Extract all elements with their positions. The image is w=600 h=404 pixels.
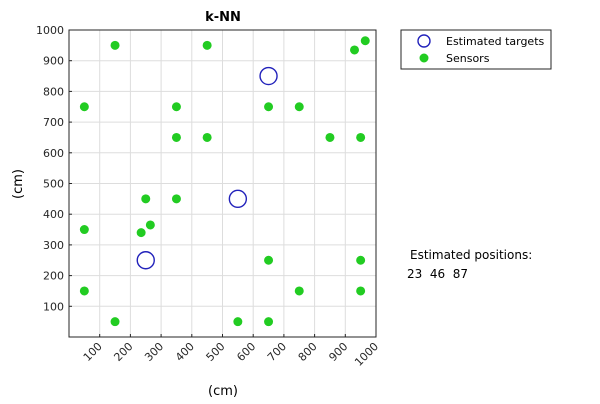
sensor-point — [145, 220, 155, 230]
sensor-point — [350, 45, 360, 55]
y-tick-label: 500 — [43, 178, 64, 191]
sensor-point — [171, 132, 181, 142]
grid-lines — [69, 29, 377, 337]
sensor-point — [264, 102, 274, 112]
legend-box — [400, 29, 552, 70]
legend-entry-sensors: Sensors — [446, 52, 490, 65]
y-tick-label: 300 — [43, 239, 64, 252]
sensor-point — [325, 132, 335, 142]
legend-entry-targets: Estimated targets — [446, 35, 545, 48]
x-tick-label: 1000 — [352, 340, 381, 369]
axis-ticks: 100 200 300 400 500 600 700 800 900 1000100200300… — [36, 24, 381, 369]
target-point — [136, 251, 155, 270]
estimated-positions-values: 23 46 87 — [407, 267, 468, 281]
sensor-point — [264, 255, 274, 265]
sensor-point — [141, 194, 151, 204]
sensor-point — [356, 255, 366, 265]
x-tick-label: 400 — [173, 340, 197, 364]
y-tick-label: 800 — [43, 85, 64, 98]
x-tick-label: 500 — [204, 340, 228, 364]
sensor-point — [356, 286, 366, 296]
sensor-point — [202, 40, 212, 50]
x-tick-label: 200 — [111, 340, 135, 364]
legend-sensor-marker-icon — [419, 53, 429, 63]
sensor-point — [294, 102, 304, 112]
chart-title: k-NN — [205, 10, 241, 25]
x-tick-label: 600 — [234, 340, 258, 364]
sensor-point — [110, 40, 120, 50]
legend: Estimated targets Sensors — [400, 29, 552, 70]
legend-target-marker-icon — [417, 34, 431, 48]
sensor-point — [79, 225, 89, 235]
x-tick-label: 700 — [265, 340, 289, 364]
x-tick-label: 300 — [142, 340, 166, 364]
x-tick-label: 900 — [326, 340, 350, 364]
y-tick-label: 700 — [43, 116, 64, 129]
x-tick-label: 800 — [296, 340, 320, 364]
sensor-point — [110, 317, 120, 327]
y-tick-label: 600 — [43, 147, 64, 160]
sensor-point — [294, 286, 304, 296]
sensor-point — [264, 317, 274, 327]
sensor-point — [356, 132, 366, 142]
y-tick-label: 100 — [43, 300, 64, 313]
target-point — [228, 189, 248, 209]
x-axis-label: (cm) — [208, 384, 238, 399]
x-tick-label: 100 — [81, 340, 105, 364]
y-axis-label: (cm) — [11, 169, 26, 199]
y-tick-label: 200 — [43, 270, 64, 283]
sensor-point — [79, 286, 89, 296]
sensor-point — [136, 228, 146, 238]
y-tick-label: 1000 — [36, 24, 64, 37]
estimated-positions-heading: Estimated positions: — [410, 248, 532, 262]
target-point — [259, 66, 278, 86]
sensor-point — [360, 36, 370, 46]
y-tick-label: 400 — [43, 208, 64, 221]
sensor-point — [233, 317, 243, 327]
sensor-point — [202, 132, 212, 142]
sensor-point — [79, 102, 89, 112]
y-tick-label: 900 — [43, 55, 64, 68]
data-points — [79, 36, 370, 327]
sensor-point — [171, 194, 181, 204]
sensor-point — [171, 102, 181, 112]
